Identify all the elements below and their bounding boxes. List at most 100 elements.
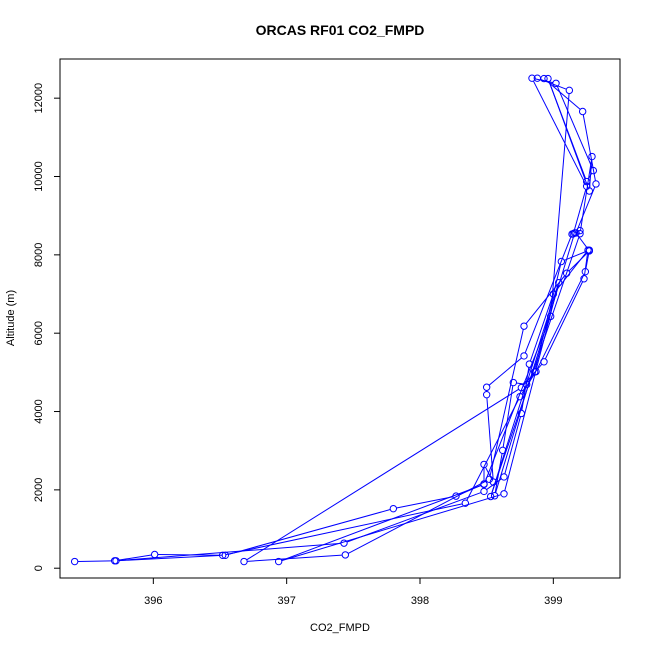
data-point <box>500 473 508 481</box>
series-segment <box>546 80 581 110</box>
series-segment <box>568 252 588 272</box>
data-point <box>341 551 350 559</box>
y-tick-label: 10000 <box>33 161 45 192</box>
x-tick-label: 397 <box>277 595 295 607</box>
data-point <box>585 247 594 255</box>
series-segment <box>556 86 593 168</box>
data-point <box>480 487 488 496</box>
data-point <box>520 352 528 360</box>
data-point <box>389 504 398 513</box>
series-segment <box>246 388 519 561</box>
data-point <box>582 177 591 186</box>
data-point <box>498 446 507 455</box>
data-point <box>578 107 587 116</box>
x-tick-label: 399 <box>544 595 562 607</box>
data-point <box>580 275 588 283</box>
data-point <box>525 360 534 368</box>
series-segment <box>532 80 586 184</box>
series-segment <box>504 416 521 474</box>
series-segment <box>502 385 514 448</box>
series-segment <box>117 554 152 561</box>
data-point <box>221 551 230 559</box>
series-segment <box>535 78 553 84</box>
data-point <box>500 490 508 498</box>
x-tick-label: 396 <box>144 595 162 607</box>
series-segment <box>516 382 524 385</box>
data-point <box>520 322 528 330</box>
series-points <box>70 74 600 566</box>
series-segment <box>576 186 596 231</box>
y-tick-label: 4000 <box>33 399 45 423</box>
data-point <box>274 557 283 566</box>
data-point <box>557 257 566 266</box>
series-segment <box>564 250 587 261</box>
data-point <box>482 390 491 399</box>
series-segment <box>583 253 589 276</box>
series-segment <box>548 81 587 179</box>
series-segment <box>529 296 553 362</box>
y-tick-label: 0 <box>33 565 45 571</box>
data-point <box>509 378 518 387</box>
series-segment <box>544 281 584 360</box>
series-segment <box>119 554 220 562</box>
series-segment <box>550 93 570 314</box>
series-segment <box>573 189 587 231</box>
series-segment <box>396 496 453 509</box>
x-axis-label: CO2_FMPD <box>310 622 370 634</box>
data-point <box>546 312 555 321</box>
data-point <box>552 79 560 87</box>
series-segment <box>486 478 502 490</box>
data-point <box>533 74 542 82</box>
data-point <box>569 229 578 238</box>
series-segment <box>577 235 588 249</box>
data-point <box>581 267 590 276</box>
y-tick-label: 6000 <box>33 321 45 345</box>
data-point <box>589 166 598 175</box>
data-point <box>480 460 488 469</box>
data-point <box>582 182 591 191</box>
series-segment <box>466 399 519 501</box>
y-axis-label: Altitude (m) <box>5 290 17 346</box>
series-segment <box>525 275 566 324</box>
series-segment <box>347 480 487 554</box>
series-segment <box>489 329 524 477</box>
data-point <box>486 492 495 501</box>
series-segment <box>582 114 596 181</box>
data-point <box>565 86 574 95</box>
series-segment <box>579 159 593 231</box>
data-point <box>485 475 494 483</box>
data-point <box>150 550 159 559</box>
plot-frame <box>59 58 621 579</box>
data-point <box>588 152 596 161</box>
series-segment <box>491 236 580 494</box>
data-point <box>549 290 558 298</box>
data-point <box>544 74 552 83</box>
data-point <box>584 246 592 254</box>
series-segment <box>77 560 112 562</box>
series-segment <box>495 235 575 493</box>
chart-title: ORCAS RF01 CO2_FMPD <box>256 22 425 38</box>
data-point <box>70 557 79 566</box>
series-segment <box>524 236 572 354</box>
data-point <box>112 557 120 565</box>
series-segment <box>247 554 343 562</box>
y-tick-label: 12000 <box>33 83 45 114</box>
series-segment <box>536 274 585 369</box>
data-point <box>592 180 600 188</box>
series-lines <box>77 77 596 562</box>
series-segment <box>585 253 590 269</box>
series-segment <box>587 173 593 180</box>
series-segment <box>491 285 559 494</box>
series-segment <box>504 285 559 491</box>
x-tick-label: 398 <box>411 595 429 607</box>
series-segment <box>228 509 391 555</box>
data-point <box>480 480 488 489</box>
data-point <box>554 278 563 287</box>
y-tick-label: 2000 <box>33 478 45 502</box>
data-point <box>540 358 548 366</box>
series-segment <box>281 494 502 562</box>
data-point <box>240 557 248 566</box>
data-point <box>452 492 460 500</box>
